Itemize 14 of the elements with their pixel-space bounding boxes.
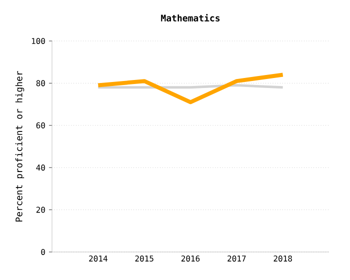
chart-title: Mathematics (161, 14, 220, 22)
x-tick-label: 2014 (89, 256, 108, 262)
y-axis-title: Percent proficient or higher (15, 70, 24, 222)
y-tick-label: 40 (36, 164, 45, 171)
y-tick-label: 100 (32, 38, 45, 44)
y-tick-label: 0 (41, 248, 45, 256)
y-tick-label: 80 (36, 80, 45, 86)
y-tick-label: 60 (36, 122, 45, 128)
line-series (96, 72, 285, 104)
x-tick-label: 2017 (228, 256, 246, 262)
y-tick-label: 20 (36, 206, 45, 213)
x-tick-label: 2018 (274, 256, 292, 262)
x-tick-label: 2016 (181, 256, 200, 262)
x-tick-label: 2015 (135, 256, 154, 262)
